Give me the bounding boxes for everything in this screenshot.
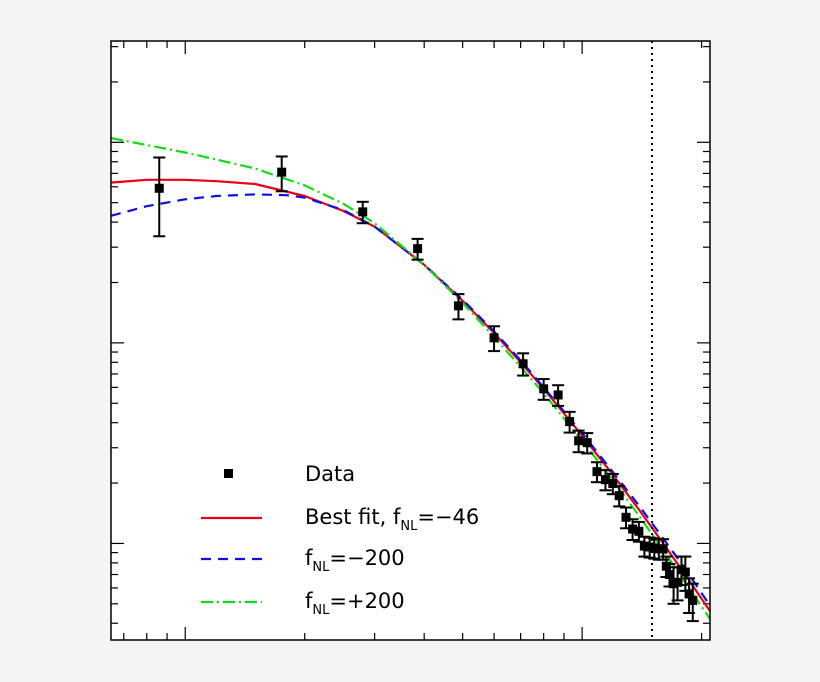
data-point-marker	[639, 541, 649, 551]
data-points	[153, 155, 699, 623]
data-point-marker	[688, 595, 698, 605]
data-point-marker	[277, 167, 287, 177]
legend-best-fit-label: Best fit, fNL=−46	[305, 505, 479, 534]
data-point-marker	[539, 384, 549, 394]
series-plus200-curve	[110, 137, 711, 620]
data-point-marker	[628, 524, 638, 534]
series-minus200-curve	[110, 193, 711, 607]
data-point-marker	[518, 359, 528, 369]
data-point-marker	[684, 589, 694, 599]
data-point-marker	[600, 475, 610, 485]
data-point-marker	[673, 577, 683, 587]
data-point-marker	[680, 567, 690, 577]
legend-data-label: Data	[305, 462, 355, 486]
data-point-marker	[413, 244, 423, 254]
data-point-marker	[634, 526, 644, 536]
plot-background	[111, 41, 710, 640]
data-point-marker	[592, 467, 602, 477]
data-point-marker	[489, 333, 499, 343]
legend-plus200-label: fNL=+200	[305, 589, 405, 618]
legend-minus200-label: fNL=−200	[305, 546, 405, 575]
data-point-marker	[553, 390, 563, 400]
data-point-marker	[621, 512, 631, 522]
plot-frame	[110, 40, 711, 641]
axis-ticks	[111, 41, 710, 640]
data-point-marker	[358, 207, 368, 217]
data-point-marker	[565, 417, 575, 427]
data-point-marker	[582, 438, 592, 448]
data-point-marker	[645, 542, 655, 552]
data-point-marker	[453, 301, 463, 311]
data-point-marker	[614, 491, 624, 501]
data-point-marker	[608, 478, 618, 488]
data-point-marker	[664, 570, 674, 580]
legend-data-marker	[224, 469, 233, 478]
data-point-marker	[661, 561, 671, 571]
model-curves	[110, 137, 711, 620]
data-point-marker	[658, 544, 668, 554]
data-point-marker	[574, 436, 584, 446]
data-point-marker	[154, 183, 164, 193]
legend: Data Best fit, fNL=−46 fNL=−200 fNL=+200	[201, 462, 479, 618]
